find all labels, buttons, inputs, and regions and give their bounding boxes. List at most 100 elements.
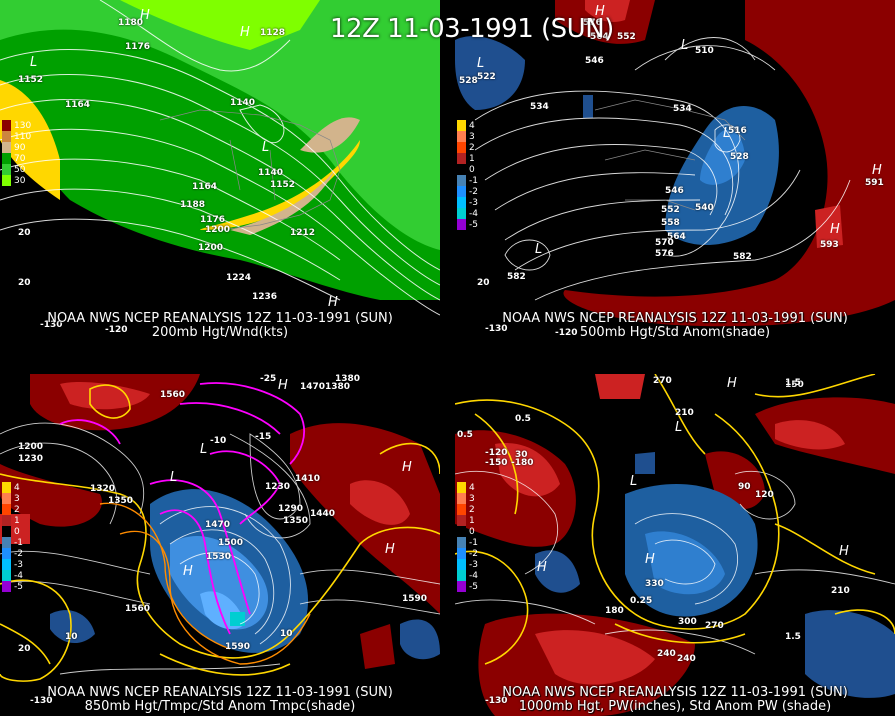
contour-label: 593 <box>820 240 839 250</box>
contour-label: 582 <box>507 272 526 282</box>
contour-label: 558 <box>661 218 680 228</box>
map-1000mb <box>455 374 895 716</box>
caption-field: 500mb Hgt/Std Anom(shade) <box>579 325 771 340</box>
lat-label: 20 <box>477 278 490 288</box>
caption-field: 1000mb Hgt, PW(inches), Std Anom PW (sha… <box>518 699 832 714</box>
caption-field: 200mb Hgt/Wnd(kts) <box>151 325 289 340</box>
legend-1000mb: 4 3 2 1 0 -1 -2 -3 -4 -5 <box>457 482 478 592</box>
contour-label: 1152 <box>270 180 296 190</box>
pw-label: 1.5 <box>785 378 801 388</box>
low-pressure-icon: L <box>262 140 270 155</box>
temp-label: 10 <box>65 632 78 642</box>
contour-label: 1470 <box>300 382 326 392</box>
contour-label: 240 <box>657 649 676 659</box>
contour-label: 1212 <box>290 228 316 238</box>
legend-850mb: 4 3 2 1 0 -1 -2 -3 -4 -5 <box>2 482 23 592</box>
contour-label: 1230 <box>265 482 291 492</box>
contour-label: 1224 <box>226 273 252 283</box>
lon-label: -130 <box>485 324 508 334</box>
map-850mb <box>0 374 440 716</box>
lat-label: 20 <box>18 278 31 288</box>
low-pressure-icon: L <box>675 420 683 435</box>
contour-label: 1410 <box>295 474 321 484</box>
high-pressure-icon: H <box>240 25 250 40</box>
contour-label: 210 <box>831 586 850 596</box>
contour-label: 576 <box>583 18 602 28</box>
panel-850mb: 4 3 2 1 0 -1 -2 -3 -4 -5 1200 1230 1320 … <box>0 374 440 716</box>
contour-label: 1290 <box>278 504 304 514</box>
pw-label: 0.5 <box>457 430 473 440</box>
low-pressure-icon: L <box>630 474 638 489</box>
contour-label: 1200 <box>18 442 44 452</box>
contour-label: 180 <box>605 606 624 616</box>
temp-label: -25 <box>260 374 277 384</box>
low-pressure-icon: L <box>681 38 689 53</box>
high-pressure-icon: H <box>839 544 849 559</box>
high-pressure-icon: H <box>595 4 605 19</box>
contour-label: 591 <box>865 178 884 188</box>
contour-label: 540 <box>695 203 714 213</box>
contour-label: 1380 <box>325 382 351 392</box>
contour-label: 1590 <box>225 642 251 652</box>
contour-label: 1236 <box>252 292 278 302</box>
contour-label: 528 <box>459 76 478 86</box>
lon-label: -120 <box>555 328 578 338</box>
caption-source: NOAA NWS NCEP REANALYSIS 12Z 11-03-1991 … <box>502 311 848 326</box>
contour-label: 1140 <box>258 168 284 178</box>
contour-label: 546 <box>665 186 684 196</box>
high-pressure-icon: H <box>645 552 655 567</box>
map-500mb <box>455 0 895 342</box>
contour-label: 150 <box>785 380 804 390</box>
temp-label: 10 <box>280 629 293 639</box>
low-pressure-icon: L <box>535 242 543 257</box>
contour-label: 1128 <box>260 28 286 38</box>
contour-label: 546 <box>585 56 604 66</box>
high-pressure-icon: H <box>328 295 338 310</box>
contour-label: 1152 <box>18 75 44 85</box>
lat-label: 20 <box>18 644 31 654</box>
contour-label: 570 <box>655 238 674 248</box>
lat-label: 20 <box>18 228 31 238</box>
contour-label: 1188 <box>180 200 206 210</box>
high-pressure-icon: H <box>385 542 395 557</box>
high-pressure-icon: H <box>727 376 737 391</box>
contour-label: 552 <box>617 32 636 42</box>
contour-label: 1470 <box>205 520 231 530</box>
pw-label: 1.5 <box>785 632 801 642</box>
page-title: 12Z 11-03-1991 (SUN) <box>330 14 614 44</box>
contour-label: 534 <box>530 102 549 112</box>
contour-label: -150 <box>485 458 508 468</box>
lon-label: -120 <box>105 325 128 335</box>
high-pressure-icon: H <box>830 222 840 237</box>
contour-label: 1530 <box>206 552 232 562</box>
contour-label: 300 <box>678 617 697 627</box>
low-pressure-icon: L <box>723 126 731 141</box>
contour-label: 1230 <box>18 454 44 464</box>
contour-label: 90 <box>738 482 751 492</box>
contour-label: 528 <box>730 152 749 162</box>
panel-200mb: 130 110 90 70 50 30 1180 1176 1152 1164 … <box>0 0 440 342</box>
contour-label: 1350 <box>283 516 309 526</box>
high-pressure-icon: H <box>278 378 288 393</box>
temp-label: -10 <box>210 436 227 446</box>
contour-label: 522 <box>477 72 496 82</box>
caption-source: NOAA NWS NCEP REANALYSIS 12Z 11-03-1991 … <box>47 685 393 700</box>
high-pressure-icon: H <box>183 564 193 579</box>
contour-label: 582 <box>733 252 752 262</box>
contour-label: 1176 <box>200 215 226 225</box>
contour-label: 1380 <box>335 374 361 384</box>
contour-label: 576 <box>655 249 674 259</box>
contour-label: 534 <box>673 104 692 114</box>
contour-label: 1180 <box>118 18 144 28</box>
lon-label: -130 <box>485 696 508 706</box>
temp-label: -15 <box>255 432 272 442</box>
contour-label: 510 <box>695 46 714 56</box>
high-pressure-icon: H <box>140 8 150 23</box>
legend-500mb: 4 3 2 1 0 -1 -2 -3 -4 -5 <box>457 120 478 230</box>
contour-label: 516 <box>728 126 747 136</box>
high-pressure-icon: H <box>402 460 412 475</box>
contour-label: 30 <box>515 450 528 460</box>
contour-label: 564 <box>590 32 609 42</box>
low-pressure-icon: L <box>30 55 38 70</box>
contour-label: 1200 <box>205 225 231 235</box>
